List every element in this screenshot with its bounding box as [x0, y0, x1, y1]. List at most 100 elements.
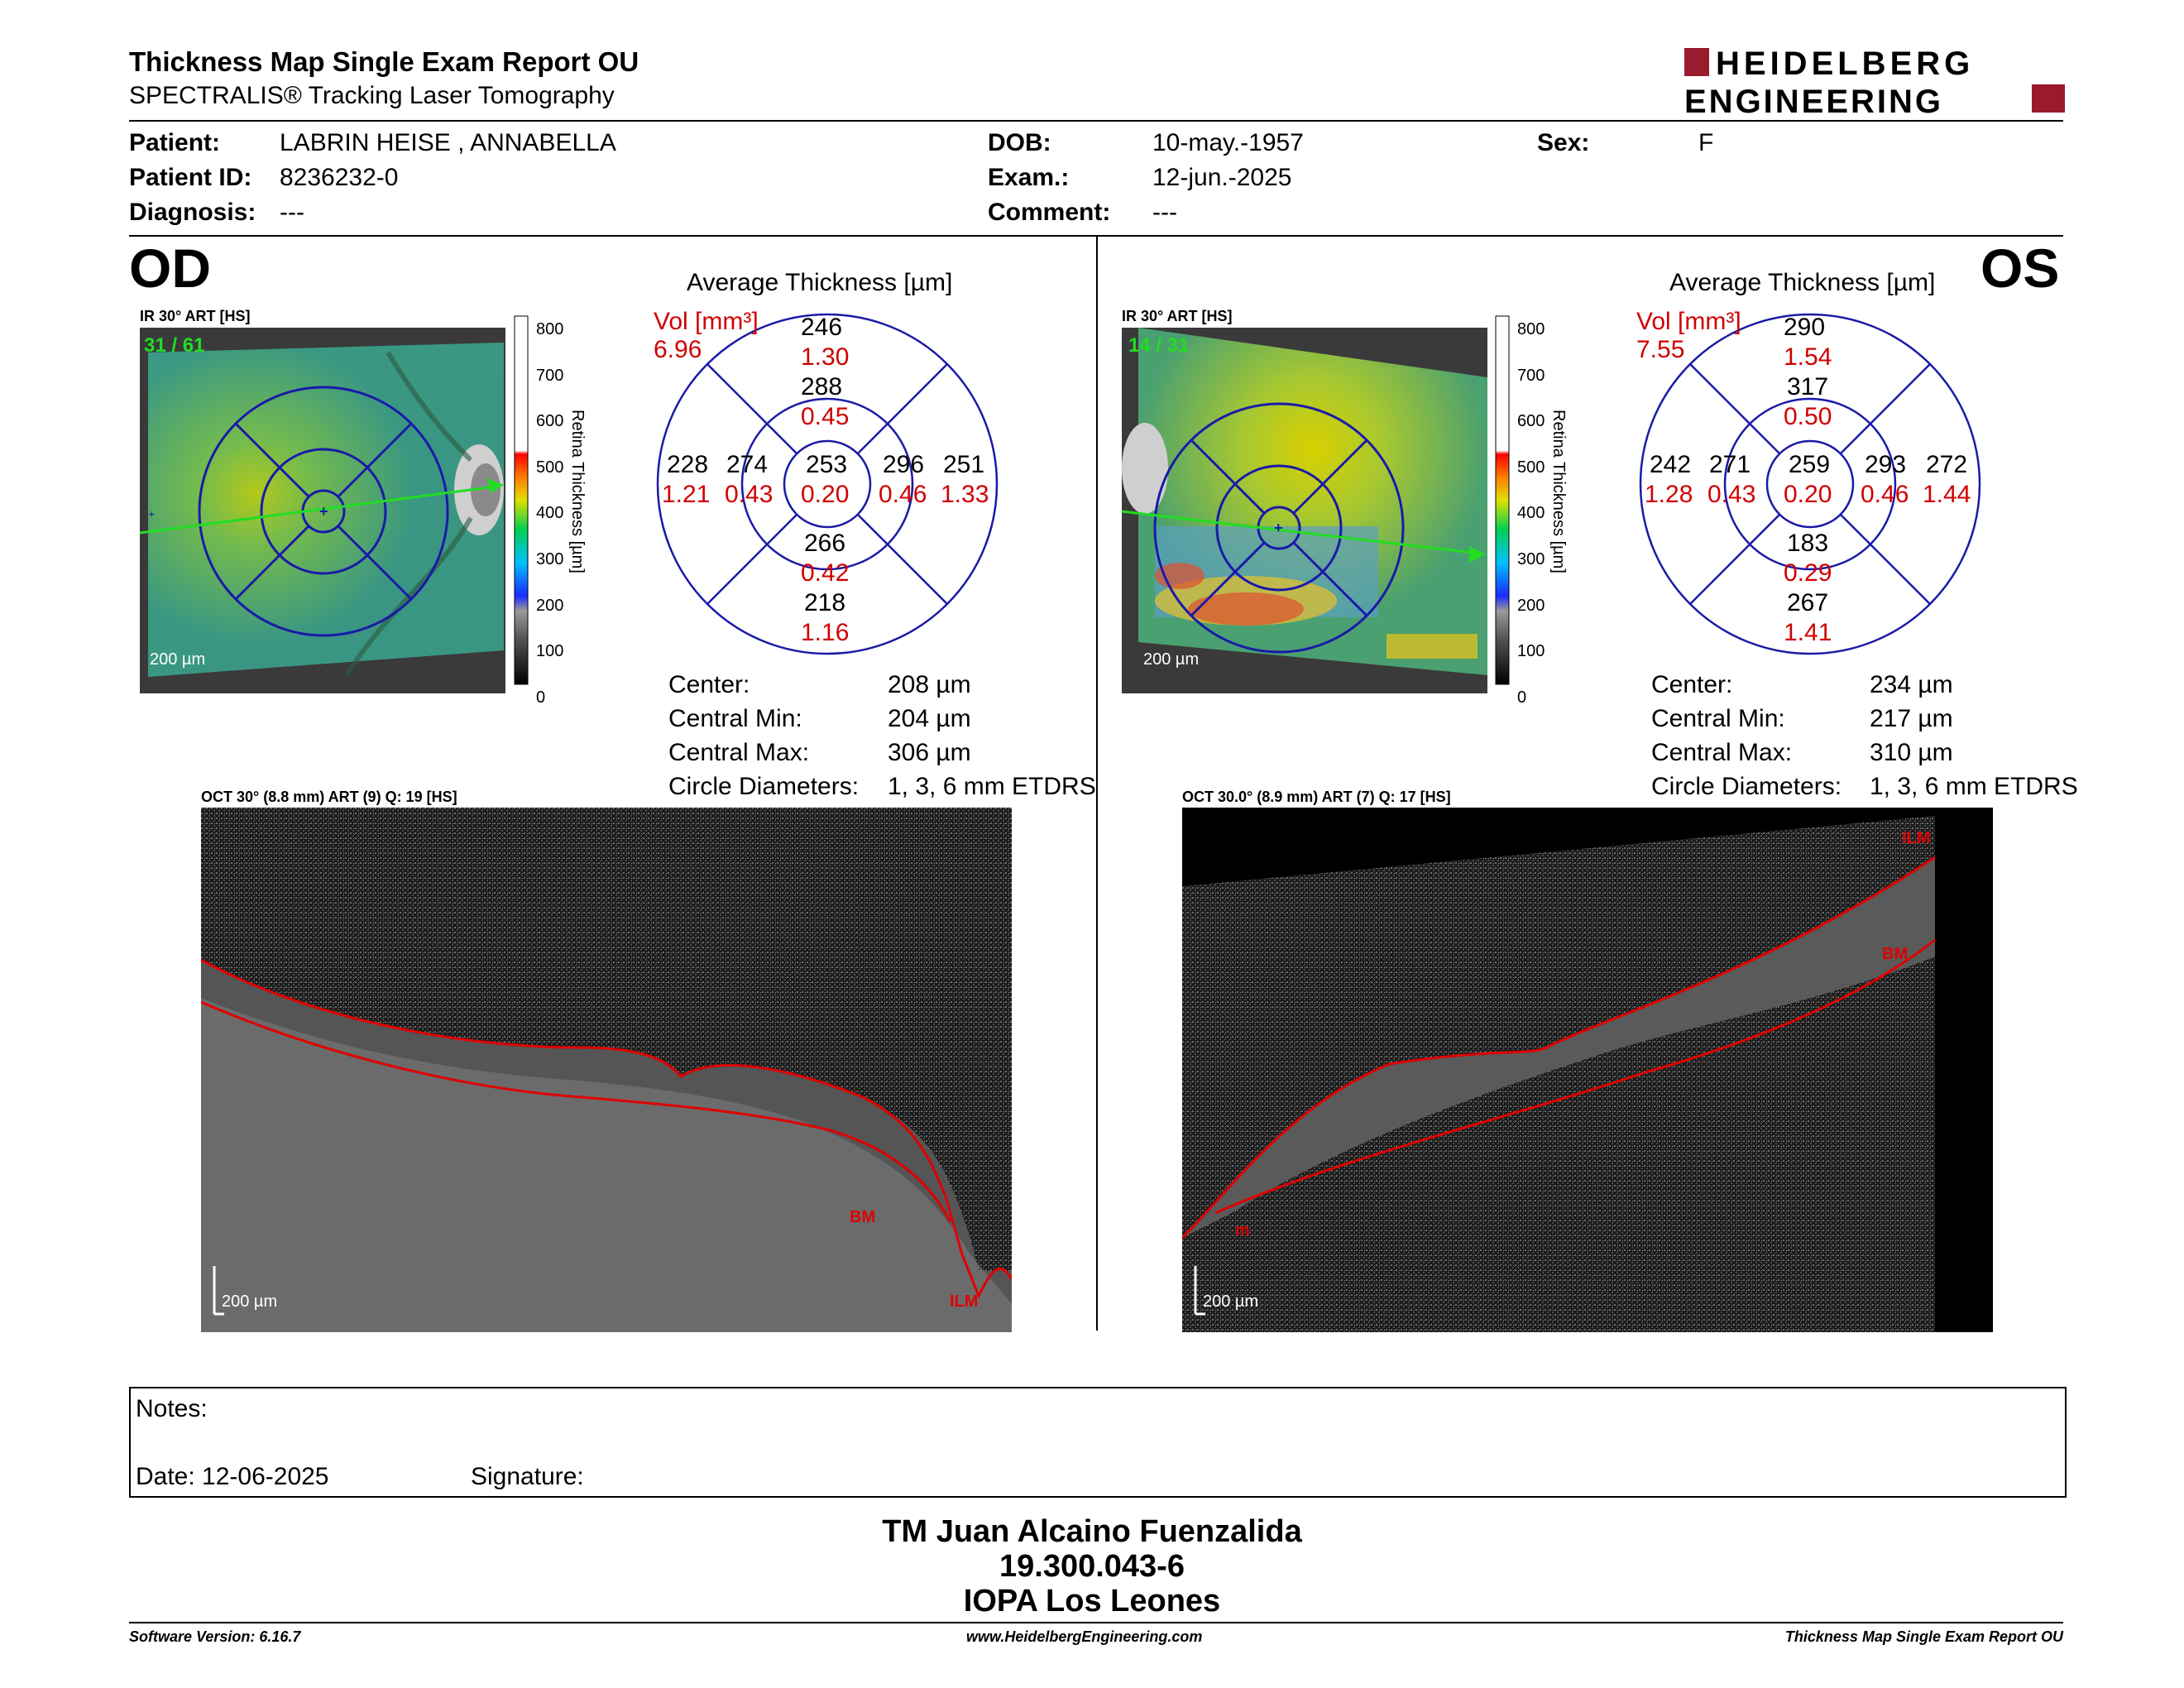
os-outer-left-volume: 1.28 [1645, 481, 1693, 508]
od-max-value: 306 µm [888, 739, 971, 766]
os-scale-axis-label: Retina Thickness [µm] [1549, 410, 1568, 573]
os-oct-scan: ILM BM m 200 µm [1181, 808, 1993, 1332]
footer-divider [129, 1622, 2063, 1623]
os-outer-right-thickness: 272 [1926, 451, 1968, 478]
scale-tick: 500 [1517, 458, 1545, 477]
od-eye-label: OD [129, 237, 211, 299]
scale-tick: 100 [1517, 642, 1545, 661]
scale-tick: 400 [1517, 504, 1545, 523]
scale-tick: 400 [536, 504, 564, 523]
od-outer-right-thickness: 251 [943, 451, 985, 478]
os-outer-sup-volume: 1.54 [1784, 343, 1832, 371]
os-oct-m-label: m [1235, 1221, 1250, 1240]
exam-label: Exam.: [988, 164, 1070, 191]
od-center-label: Center: [668, 671, 750, 698]
signature-label: Signature: [471, 1463, 584, 1490]
od-inner-left-volume: 0.43 [725, 481, 774, 508]
os-outer-right-volume: 1.44 [1923, 481, 1971, 508]
od-max-label: Central Max: [668, 739, 810, 766]
os-scale-ticks: 800 700 600 500 400 300 200 100 0 [1517, 307, 1545, 721]
scale-tick: 800 [536, 320, 564, 338]
os-thickness-map: + 14 / 31 200 µm [1121, 328, 1487, 693]
od-scale-axis-label: Retina Thickness [µm] [568, 410, 587, 573]
scale-tick: 300 [536, 549, 564, 568]
os-etdrs-grid: Average Thickness [µm] [1636, 269, 1984, 658]
os-outer-inf-volume: 1.41 [1784, 619, 1832, 646]
header-divider [129, 120, 2063, 122]
od-thickness-map: + + 31 / 61 200 µm [139, 328, 505, 693]
os-max-label: Central Max: [1651, 739, 1793, 766]
od-min-value: 204 µm [888, 705, 971, 732]
report-title: Thickness Map Single Exam Report OU [129, 46, 639, 77]
od-circ-label: Circle Diameters: [668, 773, 860, 800]
comment-value: --- [1152, 199, 1177, 226]
od-avg-title: Average Thickness [µm] [687, 269, 953, 296]
os-inner-sup-thickness: 317 [1787, 373, 1829, 400]
od-center-value: 208 µm [888, 671, 971, 698]
notes-label: Notes: [136, 1395, 208, 1422]
patient-divider [129, 235, 2063, 237]
notes-box[interactable] [129, 1387, 2067, 1498]
os-center-value: 234 µm [1870, 671, 1953, 698]
scale-tick: 600 [1517, 412, 1545, 431]
dob-value: 10-may.-1957 [1152, 129, 1304, 156]
heidelberg-logo: HEIDELBERG ENGINEERING [1684, 46, 2065, 116]
eye-divider [1096, 237, 1098, 1331]
os-oct-scale: 200 µm [1203, 1292, 1259, 1311]
scale-tick: 0 [1517, 688, 1527, 707]
od-oct-scale: 200 µm [222, 1292, 278, 1311]
os-min-value: 217 µm [1870, 705, 1953, 732]
od-inner-sup-thickness: 288 [801, 373, 843, 400]
dob-label: DOB: [988, 129, 1051, 156]
svg-text:+: + [1274, 520, 1283, 536]
scale-tick: 200 [536, 596, 564, 615]
os-inner-left-volume: 0.43 [1707, 481, 1756, 508]
os-oct-bm-label: BM [1882, 945, 1909, 963]
os-inner-inf-thickness: 183 [1787, 530, 1829, 557]
od-frame-count: 31 / 61 [144, 334, 205, 357]
os-min-label: Central Min: [1651, 705, 1785, 732]
website-link[interactable]: www.HeidelbergEngineering.com [966, 1628, 1203, 1645]
svg-text:HEIDELBERG: HEIDELBERG [1716, 46, 1974, 82]
od-scale-bar: 200 µm [150, 650, 206, 669]
od-inner-inf-volume: 0.42 [801, 559, 850, 587]
os-max-value: 310 µm [1870, 739, 1953, 766]
od-color-scale: 800 700 600 500 400 300 200 100 0 Retina… [513, 310, 612, 707]
od-outer-inf-thickness: 218 [804, 589, 846, 616]
sex-label: Sex: [1537, 129, 1590, 156]
od-inner-inf-thickness: 266 [804, 530, 846, 557]
os-inner-right-volume: 0.46 [1861, 481, 1909, 508]
od-inner-sup-volume: 0.45 [801, 403, 850, 430]
diagnosis-label: Diagnosis: [129, 199, 256, 226]
od-vol-label: Vol [mm³] [654, 308, 759, 335]
signoff-institution: IOPA Los Leones [963, 1584, 1221, 1618]
report-subtitle: SPECTRALIS® Tracking Laser Tomography [129, 82, 615, 109]
od-outer-left-thickness: 228 [667, 451, 709, 478]
os-oct-ilm-label: ILM [1902, 829, 1931, 847]
patient-name: LABRIN HEISE , ANNABELLA [280, 129, 616, 156]
os-vol-label: Vol [mm³] [1636, 308, 1741, 335]
scale-tick: 100 [536, 642, 564, 661]
os-scale-bar: 200 µm [1143, 650, 1200, 669]
od-outer-right-volume: 1.33 [941, 481, 989, 508]
od-inner-right-thickness: 296 [883, 451, 925, 478]
os-frame-count: 14 / 31 [1128, 334, 1190, 357]
os-inner-sup-volume: 0.50 [1784, 403, 1832, 430]
patient-id: 8236232-0 [280, 164, 399, 191]
svg-text:+: + [148, 507, 155, 520]
os-outer-left-thickness: 242 [1650, 451, 1692, 478]
diagnosis-value: --- [280, 199, 304, 226]
scale-tick: 700 [536, 366, 564, 385]
os-eye-label: OS [1980, 237, 2060, 299]
signoff-id: 19.300.043-6 [999, 1549, 1185, 1584]
od-scale-ticks: 800 700 600 500 400 300 200 100 0 [536, 307, 563, 721]
os-outer-sup-thickness: 290 [1784, 314, 1826, 341]
os-vol-value: 7.55 [1636, 336, 1685, 363]
os-ir-label: IR 30° ART [HS] [1122, 308, 1233, 324]
os-inner-left-thickness: 271 [1709, 451, 1751, 478]
os-color-scale: 800 700 600 500 400 300 200 100 0 Retina… [1494, 310, 1593, 707]
os-center-volume: 0.20 [1784, 481, 1832, 508]
os-avg-title: Average Thickness [µm] [1669, 269, 1936, 296]
od-min-label: Central Min: [668, 705, 802, 732]
od-oct-label: OCT 30° (8.8 mm) ART (9) Q: 19 [HS] [201, 789, 457, 805]
